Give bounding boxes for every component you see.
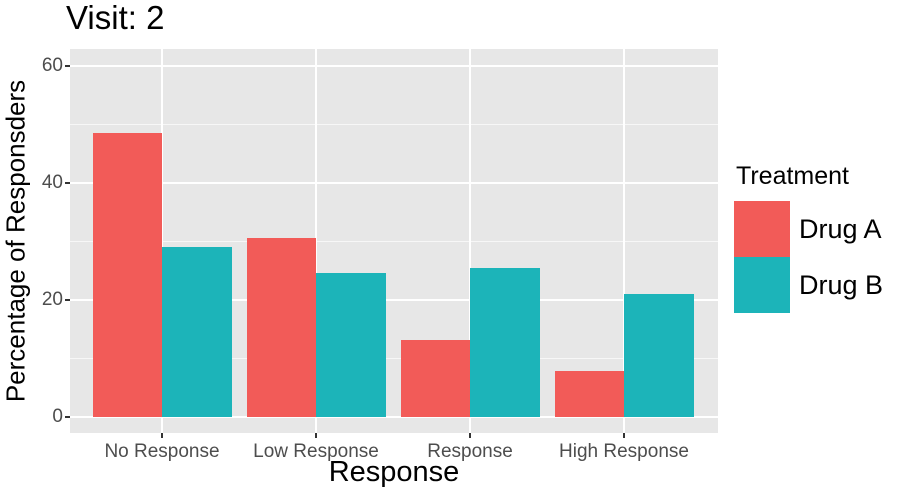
x-axis-title: Response <box>328 456 460 488</box>
x-tick-mark-low-response <box>315 433 317 438</box>
x-tick-label-response: Response <box>427 441 513 462</box>
legend-label-drug-b: Drug B <box>799 269 884 300</box>
bar-drug-a-no-response <box>92 133 162 417</box>
y-tick-label-0: 0 <box>52 405 63 427</box>
bar-drug-a-low-response <box>246 237 316 417</box>
chart-title: Visit: 2 <box>66 0 165 36</box>
gridline-minor-10 <box>70 358 718 360</box>
gridline-vertical-high-response <box>623 49 625 433</box>
y-axis-title: Percentage of Responsders <box>0 79 31 403</box>
bar-drug-a-high-response <box>554 370 624 417</box>
gridline-minor-50 <box>70 124 718 126</box>
legend-item-drug-b: Drug B <box>734 257 883 313</box>
y-tick-mark-40 <box>65 181 70 184</box>
y-tick-label-60: 60 <box>41 54 63 76</box>
bar-drug-b-low-response <box>316 273 386 417</box>
legend-title: Treatment <box>736 162 850 190</box>
bar-drug-b-high-response <box>624 293 694 417</box>
gridline-vertical-response <box>469 49 471 433</box>
x-tick-mark-response <box>469 433 471 438</box>
y-tick-label-40: 40 <box>41 171 63 193</box>
legend-swatch-drug-a <box>734 201 790 257</box>
gridline-vertical-no-response <box>161 49 163 433</box>
y-tick-mark-60 <box>65 64 70 67</box>
plot-panel <box>70 49 718 433</box>
legend: Treatment Drug A Drug B <box>734 162 883 313</box>
bar-drug-b-response <box>470 268 540 417</box>
gridline-major-20 <box>70 298 718 301</box>
gridline-vertical-low-response <box>315 49 317 433</box>
x-tick-mark-high-response <box>623 433 625 438</box>
x-tick-mark-no-response <box>161 433 163 438</box>
y-tick-label-20: 20 <box>41 288 63 310</box>
gridline-major-0 <box>70 415 718 418</box>
y-tick-mark-20 <box>65 298 70 301</box>
legend-label-drug-a: Drug A <box>799 213 882 244</box>
bar-drug-a-response <box>400 339 470 417</box>
gridline-major-60 <box>70 64 718 67</box>
legend-swatch-drug-b <box>734 257 790 313</box>
x-tick-label-low-response: Low Response <box>253 441 379 462</box>
x-tick-label-no-response: No Response <box>104 441 220 462</box>
legend-item-drug-a: Drug A <box>734 201 883 257</box>
gridline-major-40 <box>70 181 718 184</box>
y-tick-mark-0 <box>65 415 70 418</box>
x-tick-label-high-response: High Response <box>559 441 689 462</box>
bar-drug-b-no-response <box>162 246 232 417</box>
gridline-minor-30 <box>70 241 718 243</box>
